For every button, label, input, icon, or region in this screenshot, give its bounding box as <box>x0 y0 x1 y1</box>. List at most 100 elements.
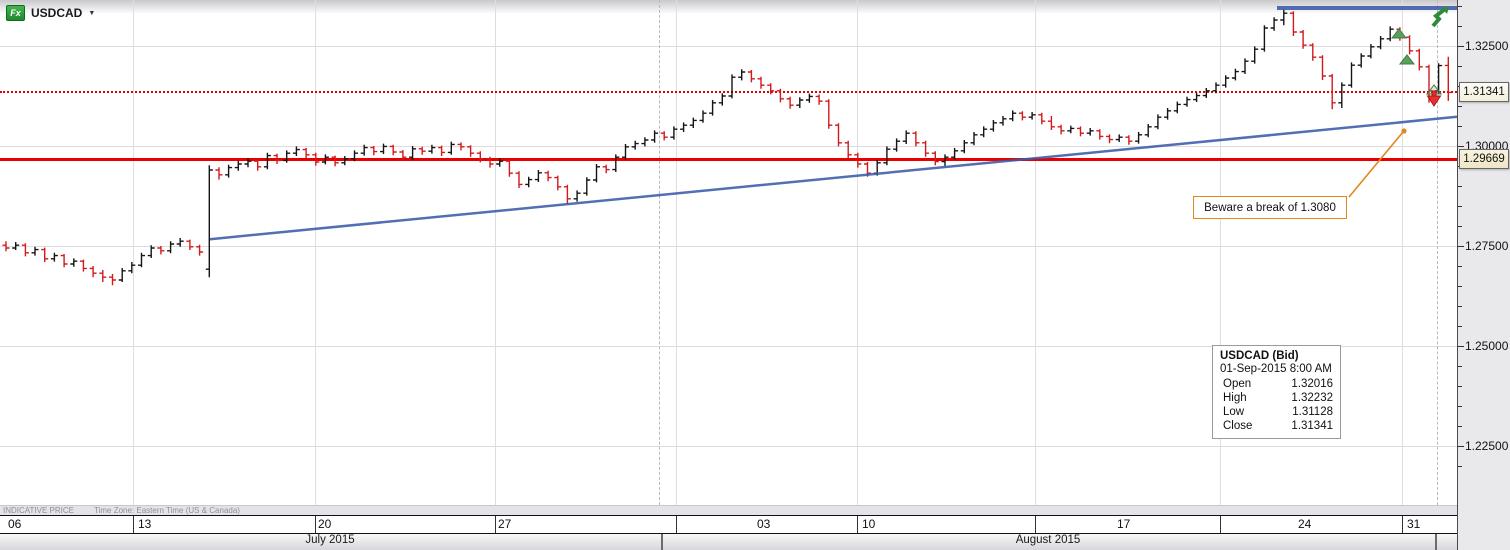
time-axis-day-label: 20 <box>318 517 332 531</box>
time-axis-day-label: 10 <box>862 517 876 531</box>
week-gridline <box>857 0 858 505</box>
last-price-callout: 1.31341 <box>1459 82 1509 103</box>
time-axis-divider <box>676 516 677 533</box>
price-axis-minor-tick <box>1458 226 1462 227</box>
time-axis-divider <box>1402 516 1403 533</box>
price-axis-major-tick <box>1458 346 1464 347</box>
chart-top-gradient <box>0 0 1457 14</box>
price-axis-label: 1.27500 <box>1465 239 1509 253</box>
price-axis-minor-tick <box>1458 186 1462 187</box>
price-axis-minor-tick <box>1458 366 1462 367</box>
ohlc-bars-down <box>2 11 1452 286</box>
alert-line-line[interactable] <box>0 157 1457 161</box>
tooltip-row-label: Open <box>1223 378 1252 390</box>
tooltip-row-value: 1.32016 <box>1291 378 1333 390</box>
annotation-note[interactable]: Beware a break of 1.3080 <box>1193 196 1347 219</box>
time-axis-divider <box>1035 516 1036 533</box>
price-axis-label: 1.25000 <box>1465 339 1509 353</box>
month-axis-divider <box>661 533 663 550</box>
time-axis-divider <box>133 516 134 533</box>
price-axis-minor-tick <box>1458 466 1462 467</box>
time-axis-day-label: 27 <box>498 517 512 531</box>
week-gridline <box>495 0 496 505</box>
price-axis-minor-tick <box>1458 426 1462 427</box>
price-axis-minor-tick <box>1458 306 1462 307</box>
status-bar: INDICATIVE PRICE Time Zone: Eastern Time… <box>0 505 1457 515</box>
price-axis[interactable]: 1.32500 1.30000 1.27500 1.25000 1.22500 1.31… <box>1457 0 1510 550</box>
tooltip-row: Low 1.31128 <box>1220 405 1333 419</box>
tooltip-row-label: High <box>1223 392 1247 404</box>
price-axis-minor-tick <box>1458 386 1462 387</box>
price-axis-minor-tick <box>1458 406 1462 407</box>
up-triangle-marker[interactable] <box>1390 28 1408 39</box>
week-gridline <box>1035 0 1036 505</box>
chart-canvas[interactable]: Fx USDCAD ▼ Beware a break of 1.3080 USD… <box>0 0 1457 505</box>
tooltip-row: High 1.32232 <box>1220 391 1333 405</box>
timezone-label: Time Zone: Eastern Time (US & Canada) <box>93 506 240 515</box>
chart-overlay <box>2 6 1457 286</box>
last-price-line[interactable] <box>0 91 1457 94</box>
horizontal-gridline <box>0 146 1457 147</box>
price-axis-minor-tick <box>1458 66 1462 67</box>
horizontal-gridline <box>0 446 1457 447</box>
tooltip-rows: Open 1.32016 High 1.32232 Low 1.31128 Close 1.3… <box>1220 377 1333 433</box>
rising-trendline[interactable] <box>209 115 1457 241</box>
time-axis-day-label: 06 <box>8 517 22 531</box>
price-axis-major-tick <box>1458 246 1464 247</box>
tooltip-row: Open 1.32016 <box>1220 377 1333 391</box>
ohlc-bars-up <box>12 9 1443 282</box>
time-axis-divider <box>315 516 316 533</box>
indicative-price-label: INDICATIVE PRICE <box>3 506 74 515</box>
time-axis-day-label: 13 <box>138 517 152 531</box>
week-gridline <box>676 0 677 505</box>
price-axis-label: 1.32500 <box>1465 39 1509 53</box>
price-axis-minor-tick <box>1458 6 1462 7</box>
time-axis-divider <box>495 516 496 533</box>
price-axis-minor-tick <box>1458 326 1462 327</box>
down-arrow-marker[interactable] <box>1426 90 1442 107</box>
time-axis-day-label: 24 <box>1298 517 1312 531</box>
horizontal-gridline <box>0 46 1457 47</box>
symbol-label: USDCAD <box>31 6 83 20</box>
month-label: July 2015 <box>305 534 355 546</box>
alert-line-price-callout: 1.29669 <box>1459 149 1509 170</box>
tooltip-row-label: Close <box>1223 420 1253 432</box>
price-axis-minor-tick <box>1458 106 1462 107</box>
price-axis-minor-tick <box>1458 126 1462 127</box>
price-axis-minor-tick <box>1458 206 1462 207</box>
time-axis-day-label: 03 <box>757 517 771 531</box>
time-axis-day-label: 31 <box>1407 517 1421 531</box>
data-tooltip: USDCAD (Bid) 01-Sep-2015 8:00 AM Open 1.3… <box>1212 345 1341 439</box>
week-gridline <box>133 0 134 505</box>
price-axis-label: 1.22500 <box>1465 439 1509 453</box>
price-axis-major-tick <box>1458 146 1464 147</box>
tooltip-row-value: 1.31128 <box>1292 406 1333 418</box>
up-triangle-marker[interactable] <box>1398 54 1416 65</box>
price-axis-major-tick <box>1458 446 1464 447</box>
annotation-connector-line <box>1348 131 1404 198</box>
symbol-selector[interactable]: Fx USDCAD ▼ <box>6 5 95 21</box>
price-axis-minor-tick <box>1458 286 1462 287</box>
tooltip-row: Close 1.31341 <box>1220 419 1333 433</box>
tooltip-row-label: Low <box>1223 406 1245 418</box>
time-axis-divider <box>857 516 858 533</box>
horizontal-gridline <box>0 346 1457 347</box>
growth-arrow-icon[interactable] <box>1431 7 1449 28</box>
tooltip-datetime: 01-Sep-2015 8:00 AM <box>1220 363 1332 375</box>
fx-icon: Fx <box>6 5 25 21</box>
annotation-anchor-dot <box>1401 128 1407 134</box>
tooltip-row-value: 1.32232 <box>1291 392 1333 404</box>
price-axis-major-tick <box>1458 46 1464 47</box>
tooltip-row-value: 1.31341 <box>1291 420 1333 432</box>
month-axis[interactable]: July 2015 August 2015 <box>0 533 1510 550</box>
week-gridline <box>1220 0 1221 505</box>
month-boundary-gridline <box>659 0 660 505</box>
tooltip-title: USDCAD (Bid) <box>1220 350 1299 362</box>
time-axis-day-label: 17 <box>1117 517 1131 531</box>
time-axis[interactable]: 06 13 20 27 03 10 17 24 31 <box>0 515 1457 534</box>
chevron-down-icon: ▼ <box>88 9 96 17</box>
month-label: August 2015 <box>1015 534 1081 546</box>
horizontal-gridline <box>0 246 1457 247</box>
price-axis-minor-tick <box>1458 26 1462 27</box>
